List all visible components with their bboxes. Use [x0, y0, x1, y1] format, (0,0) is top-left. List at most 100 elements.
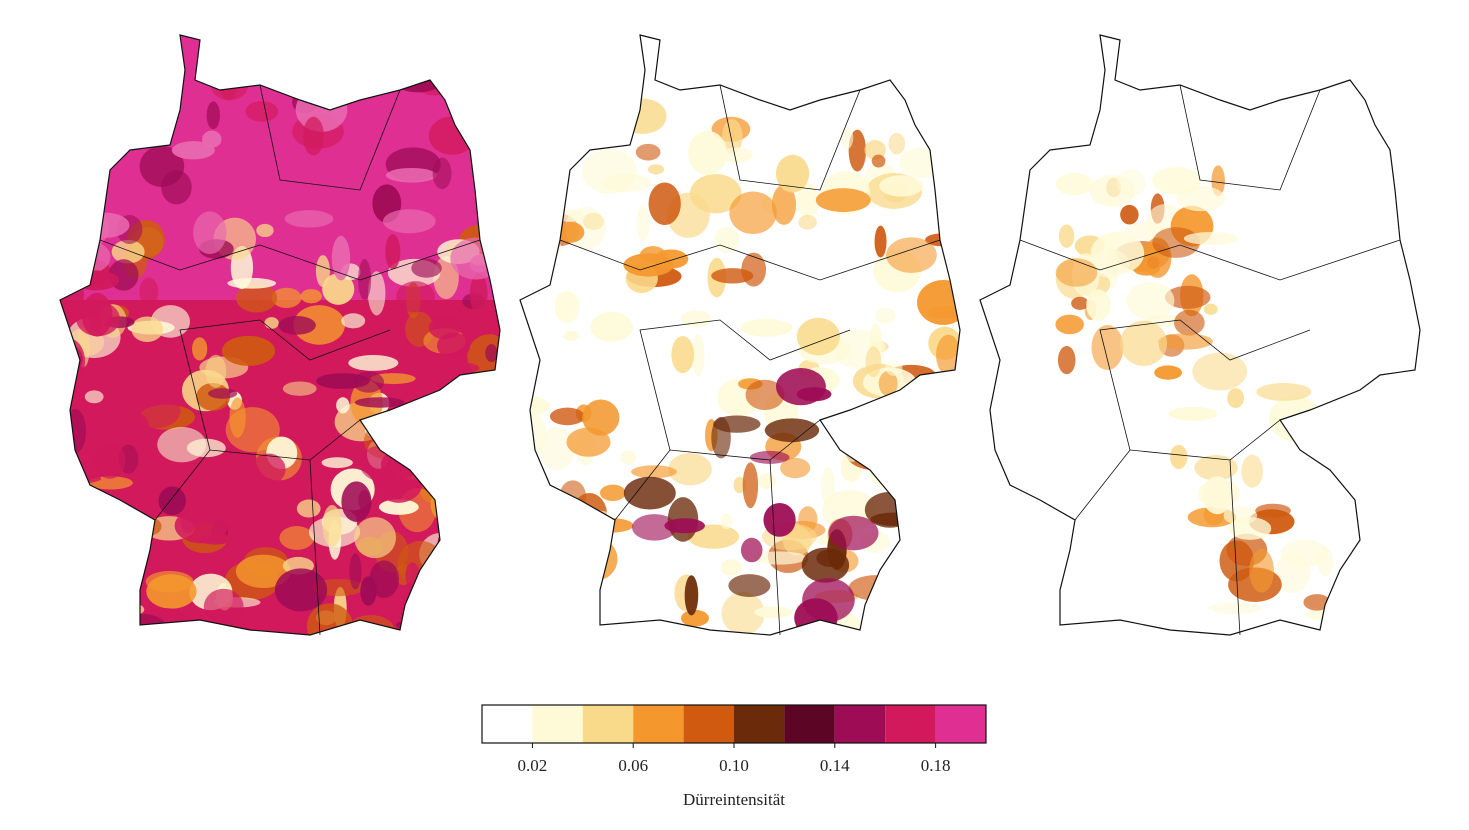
map-texture [775, 154, 810, 193]
map-texture [749, 450, 790, 464]
map-texture [1198, 479, 1240, 509]
map-texture [109, 602, 145, 617]
map-texture [647, 164, 665, 175]
map-texture [471, 45, 500, 76]
map-texture [408, 58, 464, 84]
map-texture [395, 401, 443, 442]
map-texture [1091, 325, 1124, 371]
map-texture [1241, 454, 1263, 488]
map-texture [569, 558, 597, 588]
map-texture [1194, 455, 1238, 481]
colorbar-bin [784, 705, 835, 743]
colorbar-tick-label: 0.18 [921, 756, 951, 775]
map-texture [878, 370, 898, 397]
map-texture [421, 399, 439, 416]
map-texture [296, 499, 321, 518]
map-texture [884, 573, 901, 596]
map-texture [385, 234, 401, 270]
map-texture [563, 330, 579, 341]
map-texture [336, 41, 369, 55]
map-panel [979, 34, 1421, 636]
map-texture [354, 397, 405, 408]
map-texture [229, 397, 246, 438]
map-texture [648, 182, 681, 226]
map-texture [871, 154, 886, 168]
map-texture [158, 486, 186, 516]
map-texture [886, 237, 937, 274]
map-texture [1055, 172, 1093, 196]
map-texture [61, 527, 105, 564]
map-texture [60, 473, 102, 484]
map-texture [780, 457, 811, 479]
map-texture [794, 598, 838, 635]
map-texture [639, 622, 662, 635]
colorbar-tick-label: 0.14 [820, 756, 850, 775]
map-texture [909, 488, 928, 530]
map-texture [281, 413, 320, 438]
map-texture [556, 221, 585, 243]
map-texture [815, 188, 871, 213]
map-texture [385, 167, 437, 183]
colorbar-bin [935, 705, 986, 743]
map-texture [533, 113, 565, 133]
map-texture [764, 418, 820, 443]
map-texture [139, 277, 159, 306]
map-texture [1256, 382, 1312, 401]
colorbar-bin [834, 705, 886, 743]
map-texture [256, 223, 274, 238]
map-texture [396, 281, 435, 313]
map-texture [874, 307, 896, 324]
map-texture [235, 554, 292, 588]
map-texture [798, 214, 817, 230]
map-texture [1268, 395, 1321, 442]
colorbar-bin [683, 705, 734, 743]
map-texture [1305, 609, 1338, 621]
map-texture [771, 184, 797, 225]
map-texture [306, 603, 353, 635]
map-texture [728, 574, 771, 598]
map-texture [846, 436, 902, 471]
map-texture [864, 139, 886, 160]
colorbar: 0.02 0.06 0.10 0.14 0.18 [481, 704, 987, 775]
map-texture [367, 271, 386, 316]
map-texture [668, 453, 712, 486]
map-texture [1176, 185, 1226, 212]
map-texture [346, 614, 396, 635]
map-texture [865, 346, 882, 378]
map-texture [428, 316, 461, 340]
map-texture [745, 379, 785, 411]
map-texture [228, 628, 253, 635]
map-texture [878, 598, 909, 613]
map-texture [585, 518, 634, 533]
map-texture [480, 63, 500, 106]
map-texture [60, 205, 109, 251]
map-texture [69, 525, 118, 569]
map-texture [157, 426, 207, 463]
map-texture [136, 517, 162, 536]
map-texture [721, 591, 765, 635]
map-texture [741, 252, 767, 287]
map-texture [395, 618, 447, 631]
map-texture [549, 407, 585, 426]
map-texture [520, 556, 563, 585]
map-texture [426, 35, 472, 55]
map-texture [1116, 168, 1146, 197]
map-texture [1203, 303, 1218, 315]
map-texture [1228, 517, 1272, 540]
map-texture [543, 597, 583, 620]
map-texture [554, 290, 580, 323]
map-texture [331, 235, 351, 281]
colorbar-bin [582, 705, 634, 743]
map-texture [60, 566, 86, 579]
map-texture [885, 416, 910, 449]
map-texture [1168, 406, 1218, 421]
map-texture [97, 119, 132, 157]
map-texture [828, 515, 879, 551]
map-texture [899, 147, 946, 178]
map-texture [111, 240, 145, 264]
map-texture [776, 368, 826, 406]
map-texture [590, 311, 633, 342]
map-texture [411, 258, 442, 278]
map-texture [245, 101, 279, 122]
